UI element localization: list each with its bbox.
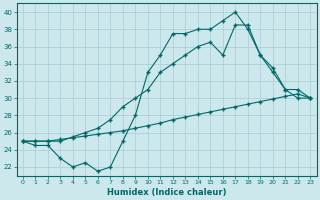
X-axis label: Humidex (Indice chaleur): Humidex (Indice chaleur) [107,188,226,197]
